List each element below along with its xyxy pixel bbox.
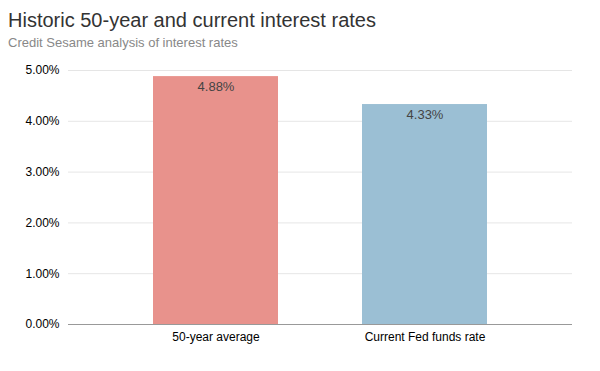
svg-text:Current Fed funds rate: Current Fed funds rate: [365, 330, 486, 344]
svg-text:4.33%: 4.33%: [407, 107, 444, 122]
svg-text:1.00%: 1.00%: [25, 267, 59, 281]
svg-text:4.00%: 4.00%: [25, 114, 59, 128]
html-text:Historic 50-year and current i: Historic 50-year and current interest ra…: [8, 9, 376, 31]
svg-text:4.88%: 4.88%: [198, 79, 235, 94]
svg-text:0.00%: 0.00%: [25, 317, 59, 331]
svg-text:5.00%: 5.00%: [25, 63, 59, 77]
svg-text:2.00%: 2.00%: [25, 216, 59, 230]
svg-text:3.00%: 3.00%: [25, 165, 59, 179]
html-text:Credit Sesame analysis of inte: Credit Sesame analysis of interest rates: [8, 35, 238, 50]
svg-text:50-year average: 50-year average: [172, 330, 260, 344]
